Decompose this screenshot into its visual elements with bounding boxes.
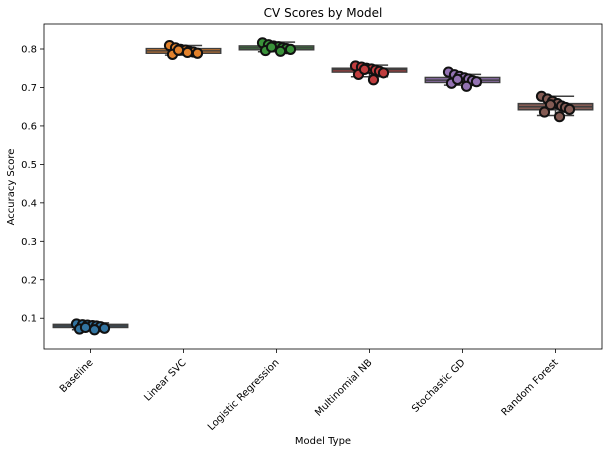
data-point bbox=[191, 47, 204, 59]
data-point bbox=[358, 63, 371, 75]
data-point bbox=[265, 41, 278, 53]
x-tick-label: Random Forest bbox=[500, 357, 561, 418]
data-point bbox=[538, 106, 551, 118]
box-group bbox=[145, 39, 222, 60]
data-point bbox=[79, 321, 92, 334]
x-tick-label: Multinomial NB bbox=[313, 357, 375, 419]
data-point bbox=[460, 80, 473, 92]
y-tick-label: 0.5 bbox=[21, 160, 37, 171]
y-tick-label: 0.4 bbox=[21, 198, 37, 209]
data-point bbox=[544, 99, 557, 111]
data-point bbox=[88, 324, 101, 336]
data-point bbox=[563, 103, 576, 115]
data-point bbox=[181, 46, 194, 59]
plot-area bbox=[52, 37, 594, 336]
data-point bbox=[172, 44, 185, 56]
y-axis: 0.1 0.2 0.3 0.4 0.5 0.6 0.7 0.8 bbox=[21, 45, 44, 325]
y-tick-label: 0.7 bbox=[21, 83, 37, 94]
data-point bbox=[553, 111, 566, 123]
data-point bbox=[451, 73, 464, 85]
y-tick-label: 0.1 bbox=[21, 314, 37, 325]
y-tick-label: 0.2 bbox=[21, 275, 37, 286]
plot-frame bbox=[43, 23, 603, 350]
data-point bbox=[470, 76, 483, 88]
x-tick-label: Stochastic GD bbox=[410, 357, 468, 415]
data-point bbox=[284, 43, 297, 55]
box-group bbox=[331, 60, 408, 86]
y-tick-label: 0.8 bbox=[21, 45, 37, 56]
box-group bbox=[52, 318, 129, 336]
data-point bbox=[377, 67, 390, 79]
box-group bbox=[424, 66, 501, 92]
data-point bbox=[274, 45, 287, 57]
y-axis-title: Accuracy Score bbox=[6, 149, 17, 226]
data-point bbox=[367, 74, 380, 86]
x-tick-label: Linear SVC bbox=[142, 357, 188, 403]
box-group bbox=[517, 90, 594, 123]
data-point bbox=[98, 322, 111, 334]
x-tick-label: Logistic Regression bbox=[206, 357, 282, 433]
y-tick-label: 0.6 bbox=[21, 121, 37, 132]
chart-title: CV Scores by Model bbox=[264, 6, 383, 20]
x-axis-title: Model Type bbox=[295, 436, 351, 447]
x-axis: Baseline Linear SVC Logistic Regression Mul… bbox=[58, 349, 561, 433]
y-tick-label: 0.3 bbox=[21, 237, 37, 248]
box-group bbox=[238, 37, 315, 57]
x-tick-label: Baseline bbox=[58, 357, 96, 395]
